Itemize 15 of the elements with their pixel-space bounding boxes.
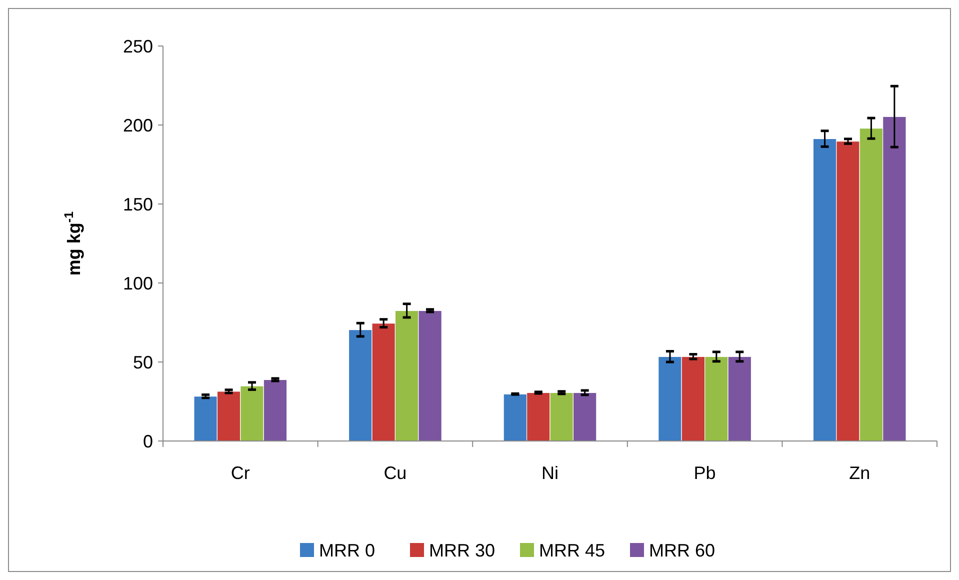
x-tick-label: Ni	[542, 463, 558, 483]
y-tick-label: 0	[142, 431, 153, 452]
x-tick-label: Cu	[384, 463, 407, 483]
legend-label: MRR 30	[429, 540, 496, 560]
x-tick-label: Pb	[694, 463, 716, 483]
x-tick-label: Zn	[849, 463, 870, 483]
y-tick-label: 50	[132, 352, 153, 372]
y-tick-label: 200	[122, 115, 153, 136]
legend-label: MRR 0	[319, 540, 376, 560]
legend-label: MRR 60	[649, 540, 716, 560]
y-tick-label: 100	[122, 273, 153, 294]
legend-label: MRR 45	[539, 540, 606, 560]
y-tick-label: 250	[122, 36, 153, 56]
x-tick-label: Cr	[230, 463, 250, 483]
y-tick-label: 150	[122, 194, 153, 214]
